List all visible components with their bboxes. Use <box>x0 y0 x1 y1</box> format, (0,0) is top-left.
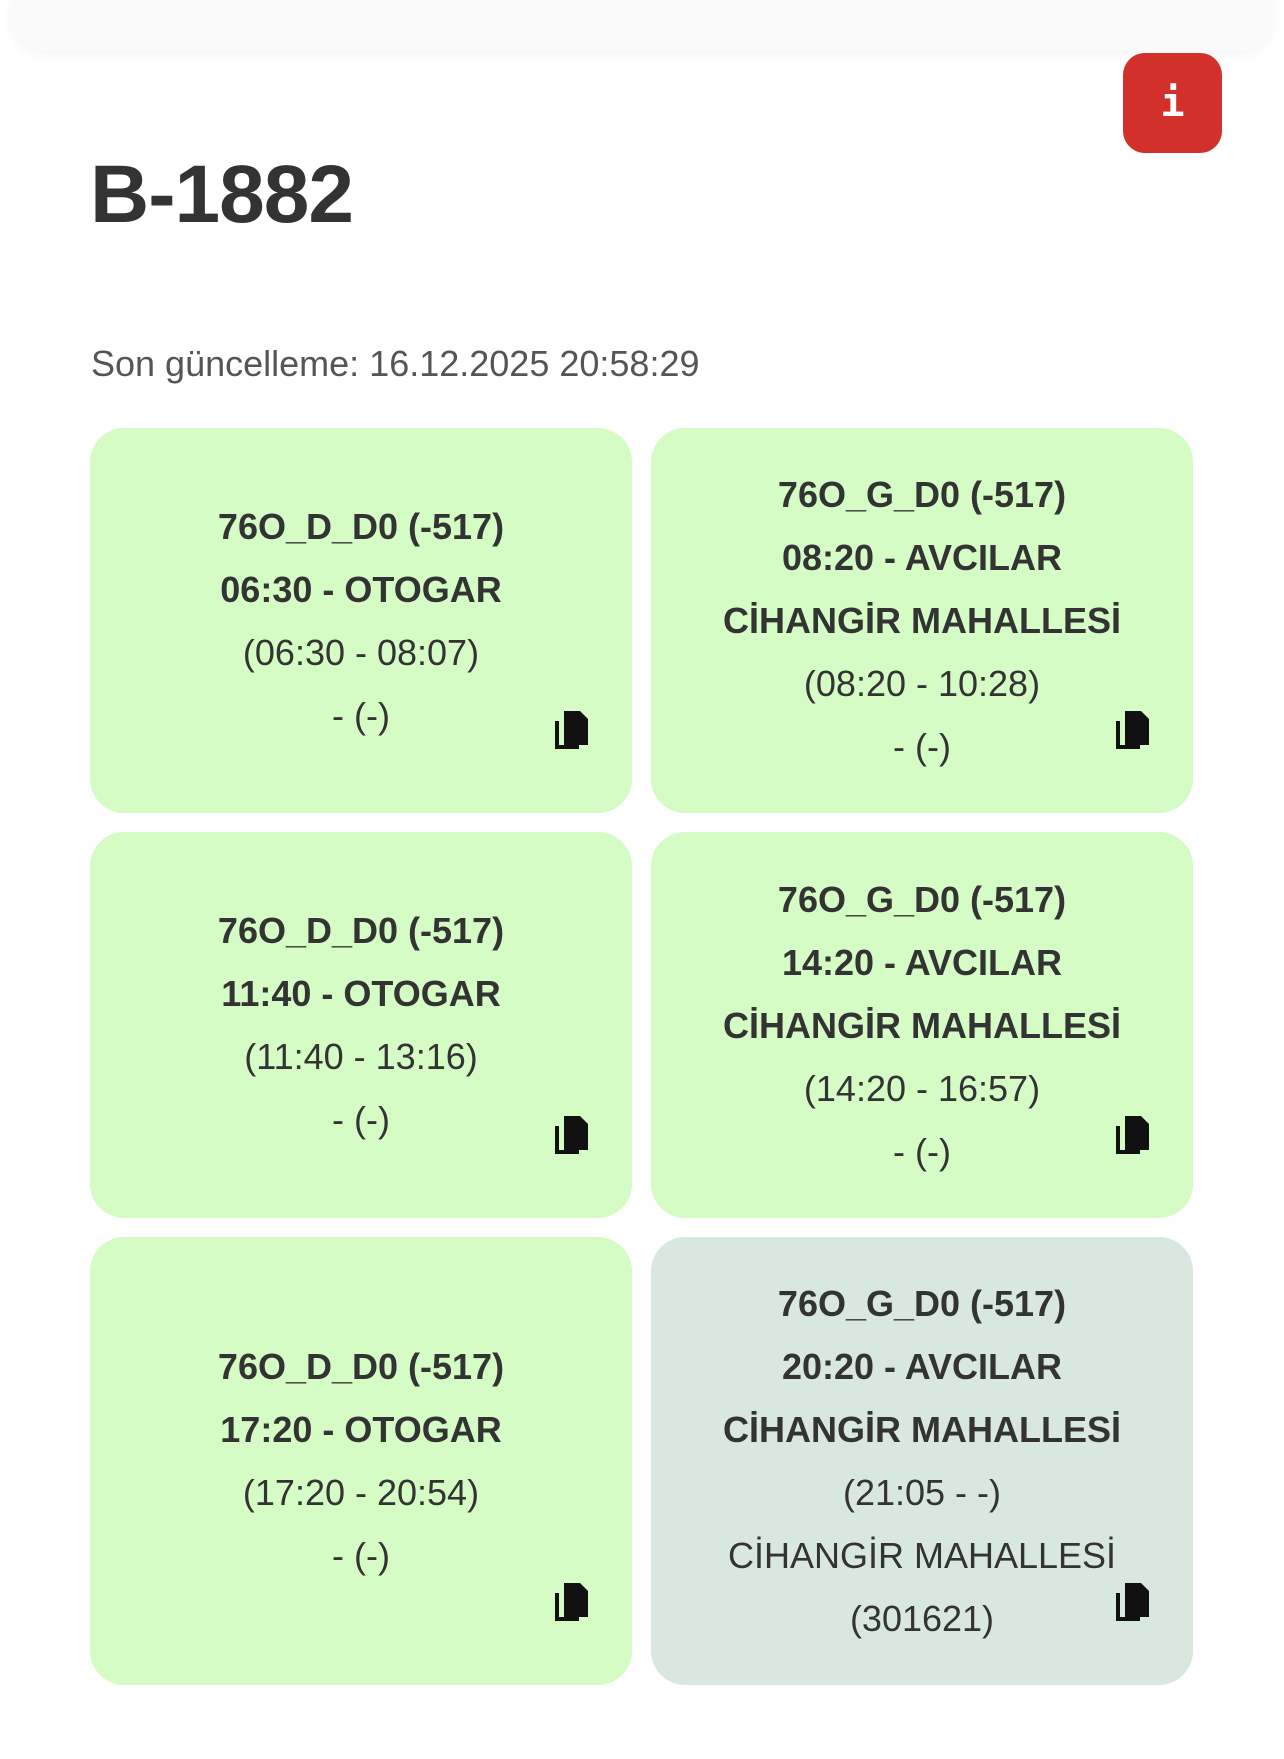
trip-route: 76O_G_D0 (-517) <box>777 474 1067 515</box>
trip-route: 76O_D_D0 (-517) <box>217 910 505 951</box>
trip-departure: 20:20 - AVCILAR <box>781 1346 1063 1387</box>
trip-location: - (-) <box>332 1099 390 1140</box>
trip-times: (14:20 - 16:57) <box>803 1067 1041 1109</box>
copy-icon[interactable] <box>552 709 592 753</box>
last-updated: Son güncelleme: 16.12.2025 20:58:29 <box>91 343 709 385</box>
trip-departure: 06:30 - OTOGAR <box>220 568 502 610</box>
top-bar <box>10 0 1274 50</box>
trip-stop: (301621) <box>849 1598 995 1639</box>
trip-departure: 14:20 - AVCILAR <box>781 941 1063 983</box>
trip-destination: CİHANGİR MAHALLESİ <box>723 1409 1121 1450</box>
trip-card[interactable]: 76O_G_D0 (-517) 20:20 - AVCILAR CİHANGİR M… <box>651 1237 1193 1685</box>
trip-departure: 08:20 - AVCILAR <box>781 537 1063 578</box>
trip-route: 76O_D_D0 (-517) <box>217 505 505 547</box>
trip-location: - (-) <box>893 726 951 767</box>
trip-card[interactable]: 76O_G_D0 (-517) 14:20 - AVCILAR CİHANGİR M… <box>651 832 1193 1218</box>
trip-departure: 17:20 - OTOGAR <box>220 1409 502 1450</box>
trip-destination: CİHANGİR MAHALLESİ <box>723 600 1121 641</box>
trip-location: - (-) <box>332 1535 390 1576</box>
trip-route: 76O_G_D0 (-517) <box>777 1283 1067 1324</box>
page-title: B-1882 <box>90 149 354 240</box>
info-button[interactable]: i <box>1123 53 1222 153</box>
trip-card[interactable]: 76O_G_D0 (-517) 08:20 - AVCILAR CİHANGİR M… <box>651 428 1193 813</box>
last-updated-label: Son güncelleme: <box>91 343 360 384</box>
trip-times: (11:40 - 13:16) <box>244 1036 478 1077</box>
copy-icon[interactable] <box>1113 1581 1153 1625</box>
trip-departure: 11:40 - OTOGAR <box>221 973 501 1014</box>
info-icon: i <box>1160 80 1185 126</box>
trip-card[interactable]: 76O_D_D0 (-517) 06:30 - OTOGAR (06:30 - 08… <box>90 428 632 813</box>
trip-card[interactable]: 76O_D_D0 (-517) 17:20 - OTOGAR (17:20 - 20… <box>90 1237 632 1685</box>
copy-icon[interactable] <box>552 1114 592 1158</box>
trip-times: (08:20 - 10:28) <box>803 663 1041 704</box>
trip-route: 76O_G_D0 (-517) <box>777 878 1067 920</box>
trip-route: 76O_D_D0 (-517) <box>217 1346 505 1387</box>
trip-location: - (-) <box>893 1130 951 1172</box>
trip-card[interactable]: 76O_D_D0 (-517) 11:40 - OTOGAR (11:40 - 13… <box>90 832 632 1218</box>
trip-destination: CİHANGİR MAHALLESİ <box>723 1004 1121 1046</box>
copy-icon[interactable] <box>1113 1114 1153 1158</box>
trip-location: - (-) <box>332 694 390 736</box>
trip-times: (06:30 - 08:07) <box>242 631 480 673</box>
copy-icon[interactable] <box>552 1581 592 1625</box>
copy-icon[interactable] <box>1113 709 1153 753</box>
trip-times: (17:20 - 20:54) <box>242 1472 480 1513</box>
last-updated-value: 16.12.2025 20:58:29 <box>369 343 700 384</box>
trip-times: (21:05 - -) <box>842 1472 1002 1513</box>
trip-location: CİHANGİR MAHALLESİ <box>727 1535 1117 1576</box>
